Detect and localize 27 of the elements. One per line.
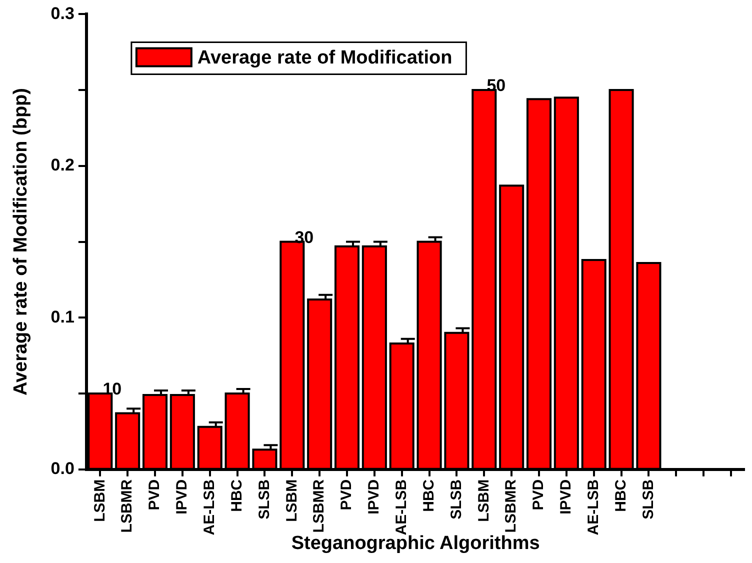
x-tick-label: PVD	[338, 479, 356, 510]
x-tick-label: IPVD	[174, 479, 191, 514]
x-tick-label: PVD	[530, 479, 548, 510]
x-tick-label: IPVD	[366, 479, 383, 514]
x-tick-label: LSBMR	[502, 479, 520, 533]
x-tick-label: AE-LSB	[201, 479, 218, 536]
y-tick-label: 0.0	[50, 459, 74, 478]
x-tick-label: AE-LSB	[585, 479, 602, 536]
x-tick-label: LSBM	[283, 479, 300, 522]
y-tick-label: 0.1	[50, 307, 74, 326]
x-tick-label: LSBM	[475, 479, 492, 522]
x-tick-label: LSBMR	[118, 479, 136, 533]
x-tick-label: AE-LSB	[393, 479, 410, 536]
x-tick-label: HBC	[612, 479, 630, 512]
x-tick-label: LSBM	[91, 479, 108, 522]
x-tick-label: SLSB	[256, 479, 273, 520]
x-tick-label: IPVD	[558, 479, 575, 514]
x-tick-label: HBC	[228, 479, 246, 512]
x-tick-label: HBC	[420, 479, 438, 512]
x-tick-label: LSBMR	[310, 479, 328, 533]
x-tick-label: SLSB	[448, 479, 465, 520]
x-tick-label: SLSB	[640, 479, 657, 520]
y-tick-label: 0.2	[50, 156, 74, 175]
y-axis-title: Average rate of Modification (bpp)	[10, 88, 32, 396]
legend-label: Average rate of Modification	[197, 47, 452, 68]
x-tick-label: PVD	[146, 479, 164, 510]
y-tick-label: 0.3	[50, 4, 74, 23]
